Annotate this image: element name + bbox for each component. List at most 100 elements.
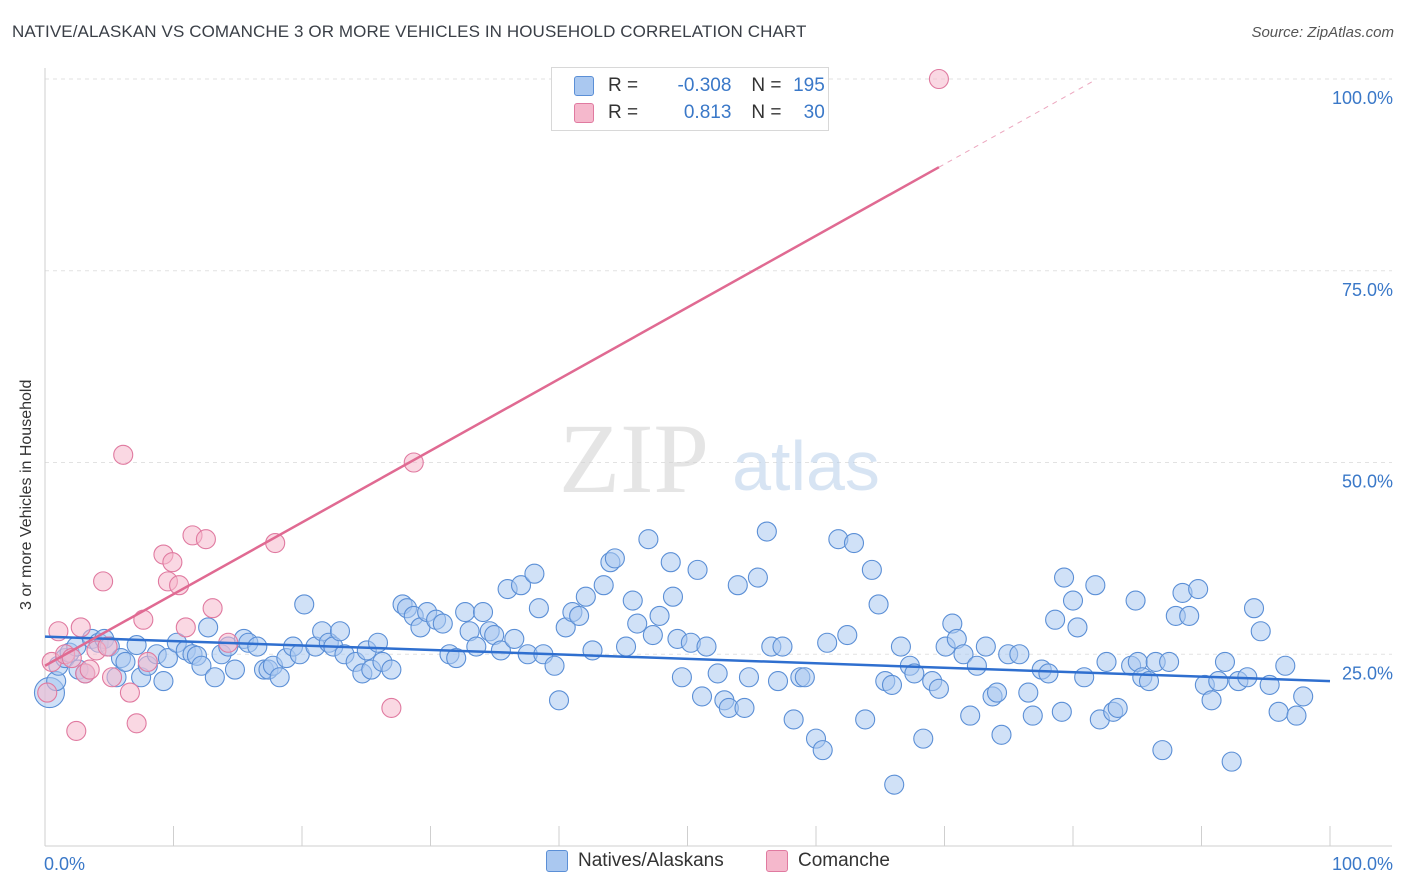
- legend-n-value: 30: [803, 102, 825, 123]
- native-point: [1201, 690, 1222, 711]
- comanche-point: [101, 667, 123, 688]
- comanche-point: [202, 598, 223, 619]
- legend-r-label: R =: [608, 75, 639, 96]
- watermark-atlas: atlas: [732, 427, 880, 505]
- native-point: [991, 724, 1012, 745]
- native-point: [1159, 651, 1180, 672]
- native-point: [1022, 705, 1043, 726]
- native-point: [707, 663, 728, 684]
- native-point: [966, 655, 987, 676]
- native-point: [1018, 682, 1039, 703]
- bottom-legend-comanche: Comanche: [766, 850, 890, 872]
- native-point: [466, 636, 487, 657]
- native-point: [975, 636, 996, 657]
- native-point: [593, 575, 614, 596]
- native-point: [734, 697, 755, 718]
- comanche-point: [70, 617, 91, 638]
- native-point: [772, 636, 793, 657]
- native-point: [817, 632, 838, 653]
- native-point: [455, 602, 476, 623]
- comanche-point: [113, 444, 134, 465]
- native-point: [1208, 671, 1229, 692]
- native-point: [548, 690, 570, 711]
- comanche-trend-extension: [938, 79, 1096, 168]
- comanche-point: [126, 713, 147, 734]
- legend-n-label: N =: [751, 75, 782, 96]
- native-point: [524, 563, 545, 584]
- comanche-point: [133, 609, 154, 630]
- native-point: [1188, 579, 1209, 600]
- native-point: [1062, 590, 1084, 611]
- bottom-legend-natives: Natives/Alaskans: [546, 850, 724, 872]
- native-point: [1152, 740, 1173, 761]
- x-tick-label: 100.0%: [1332, 854, 1393, 874]
- chart-title: NATIVE/ALASKAN VS COMANCHE 3 OR MORE VEH…: [12, 22, 807, 41]
- native-point: [986, 682, 1008, 703]
- native-point: [953, 644, 974, 665]
- native-point: [756, 521, 777, 542]
- native-point: [472, 602, 494, 623]
- y-tick-label: 75.0%: [1342, 280, 1393, 300]
- legend-r-value: -0.308: [677, 75, 732, 96]
- comanche-point: [79, 659, 100, 680]
- native-point: [783, 709, 804, 730]
- native-point: [627, 613, 648, 634]
- native-point: [696, 636, 717, 657]
- native-point: [381, 659, 402, 680]
- native-point: [1179, 605, 1200, 626]
- native-point: [615, 636, 637, 657]
- native-point: [247, 636, 268, 657]
- native-point: [1250, 621, 1271, 642]
- native-point: [1067, 617, 1088, 638]
- native-point: [794, 667, 815, 688]
- legend-n-label: N =: [751, 102, 782, 123]
- native-point: [446, 648, 467, 669]
- native-trend-line: [44, 635, 1331, 683]
- bottom-legend-label-comanche: Comanche: [798, 850, 890, 871]
- native-point: [504, 628, 525, 649]
- native-point: [198, 617, 219, 638]
- comanche-point: [928, 68, 949, 90]
- stats-legend: R = -0.308 N = 195 R = 0.813 N = 30: [551, 67, 829, 131]
- native-point: [1045, 609, 1066, 630]
- native-point: [1074, 667, 1095, 688]
- legend-swatch-comanche: [574, 103, 594, 123]
- native-point: [1293, 686, 1314, 707]
- native-point: [642, 625, 663, 646]
- native-point: [622, 590, 643, 611]
- native-point: [191, 655, 212, 676]
- native-point: [204, 667, 225, 688]
- native-point: [861, 559, 882, 580]
- native-point: [904, 663, 925, 684]
- y-tick-label: 25.0%: [1342, 663, 1393, 683]
- comanche-point: [381, 697, 402, 718]
- native-point: [269, 667, 290, 688]
- native-point: [1286, 705, 1307, 726]
- native-point: [510, 575, 532, 596]
- native-point: [884, 774, 905, 795]
- native-point: [329, 621, 351, 642]
- native-point: [662, 586, 684, 607]
- native-point: [115, 651, 136, 672]
- native-point: [153, 671, 174, 692]
- native-point: [604, 548, 625, 569]
- native-point: [1096, 651, 1117, 672]
- native-point: [544, 655, 565, 676]
- native-point: [1221, 751, 1242, 772]
- native-point: [1054, 567, 1075, 588]
- native-point: [1107, 697, 1128, 718]
- comanche-point: [137, 651, 158, 672]
- bottom-legend-swatch-natives: [546, 850, 568, 872]
- native-point: [660, 552, 681, 573]
- native-point: [687, 559, 708, 580]
- native-point: [727, 575, 748, 596]
- x-tick-label: 0.0%: [44, 854, 85, 874]
- native-point: [843, 532, 865, 554]
- native-point: [294, 594, 315, 615]
- bottom-legend-swatch-comanche: [766, 850, 788, 872]
- native-point: [1009, 644, 1030, 665]
- native-point: [960, 705, 981, 726]
- native-point: [747, 567, 768, 588]
- comanche-trend-line: [44, 166, 940, 667]
